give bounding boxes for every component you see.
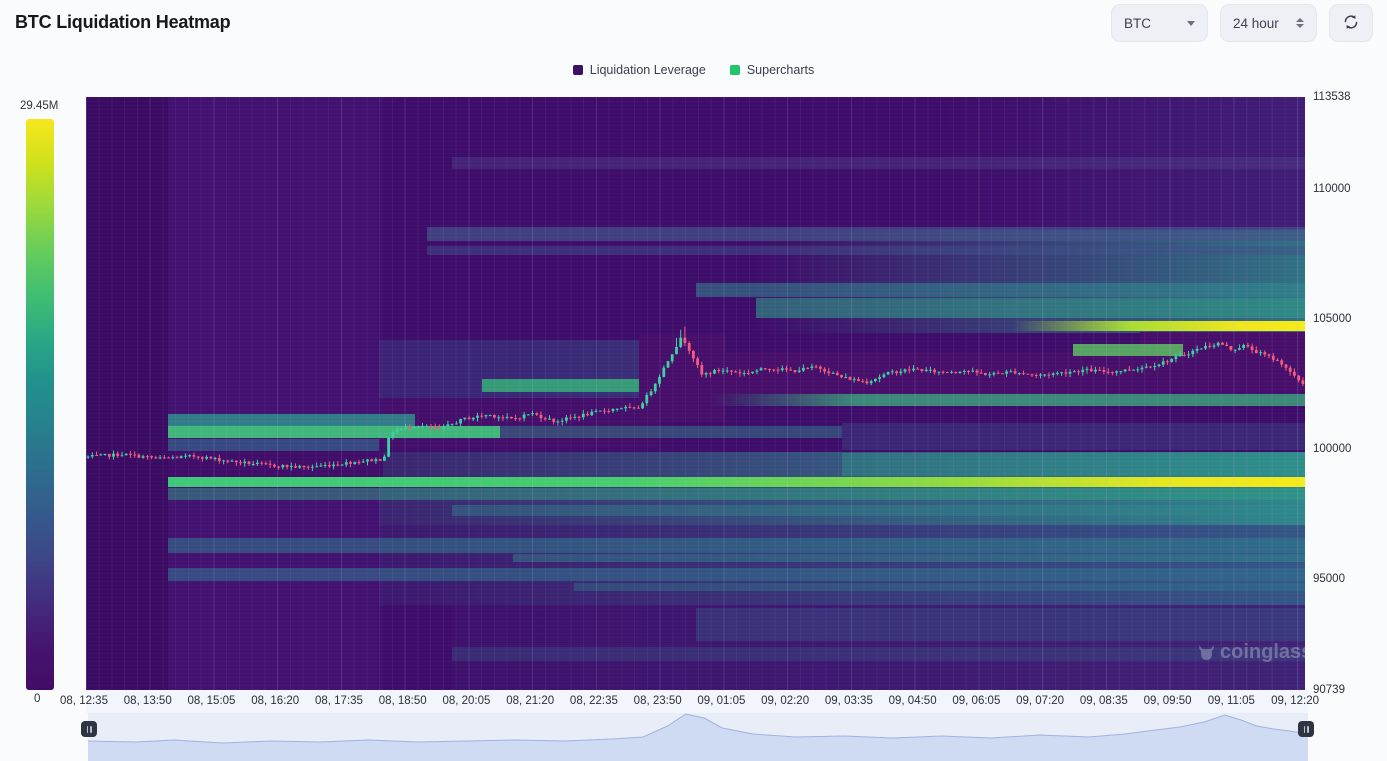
watermark-coinglass: coinglass: [1198, 641, 1305, 664]
time-axis-label: 09, 11:05: [1208, 695, 1255, 707]
time-axis-label: 09, 04:50: [889, 695, 937, 707]
time-axis-label: 09, 09:50: [1144, 695, 1192, 707]
time-axis-label: 09, 06:05: [952, 695, 1000, 707]
time-axis-label: 09, 02:20: [761, 695, 809, 707]
colorbar-max-label: 29.45M: [20, 100, 58, 112]
price-axis-label: 110000: [1313, 183, 1351, 195]
chevron-down-icon: [1187, 21, 1195, 26]
navigator-left-handle[interactable]: [81, 721, 97, 737]
time-axis-label: 08, 16:20: [251, 695, 299, 707]
price-axis-label: 95000: [1313, 573, 1345, 585]
candlestick-overlay: [86, 97, 1305, 690]
time-axis-label: 09, 08:35: [1080, 695, 1128, 707]
time-axis-label: 09, 07:20: [1016, 695, 1064, 707]
chevron-up-down-icon: [1296, 18, 1304, 28]
time-axis-label: 09, 03:35: [825, 695, 873, 707]
time-axis-label: 08, 22:35: [570, 695, 618, 707]
time-axis-label: 08, 13:50: [124, 695, 172, 707]
time-axis-label: 08, 17:35: [315, 695, 363, 707]
range-navigator[interactable]: [88, 713, 1308, 761]
legend-swatch-green: [730, 65, 740, 75]
legend: Liquidation Leverage Supercharts: [0, 63, 1387, 77]
time-axis-label: 08, 15:05: [187, 695, 235, 707]
time-axis-label: 08, 21:20: [506, 695, 554, 707]
refresh-button[interactable]: [1329, 4, 1373, 42]
time-axis-label: 09, 01:05: [697, 695, 745, 707]
price-axis-label: 113538: [1313, 91, 1351, 103]
time-axis-label: 09, 12:20: [1271, 695, 1319, 707]
heatmap-plot-area[interactable]: FastBull coinglass: [86, 97, 1305, 690]
time-axis-label: 08, 23:50: [634, 695, 682, 707]
price-axis-label: 105000: [1313, 313, 1351, 325]
price-axis-label: 100000: [1313, 443, 1351, 455]
colorbar: [26, 119, 54, 690]
navigator-area-chart: [88, 713, 1308, 761]
colorbar-min-label: 0: [34, 693, 40, 705]
timeframe-select-value: 24 hour: [1233, 16, 1279, 31]
page-title: BTC Liquidation Heatmap: [15, 12, 230, 33]
liquidation-heatmap-page: BTC Liquidation Heatmap BTC 24 hour Liq: [0, 0, 1387, 761]
time-axis-label: 08, 20:05: [442, 695, 490, 707]
legend-label: Supercharts: [747, 63, 814, 77]
time-axis-label: 08, 18:50: [379, 695, 427, 707]
legend-swatch-purple: [573, 65, 583, 75]
legend-item-supercharts[interactable]: Supercharts: [730, 63, 814, 77]
navigator-right-handle[interactable]: [1298, 721, 1314, 737]
toolbar: BTC 24 hour: [1111, 4, 1373, 42]
timeframe-select[interactable]: 24 hour: [1220, 4, 1317, 42]
legend-item-liquidation-leverage[interactable]: Liquidation Leverage: [573, 63, 706, 77]
time-axis-label: 08, 12:35: [60, 695, 108, 707]
symbol-select[interactable]: BTC: [1111, 4, 1208, 42]
legend-label: Liquidation Leverage: [590, 63, 706, 77]
symbol-select-value: BTC: [1124, 16, 1151, 31]
bull-icon: [1198, 645, 1215, 660]
refresh-icon: [1342, 13, 1360, 34]
